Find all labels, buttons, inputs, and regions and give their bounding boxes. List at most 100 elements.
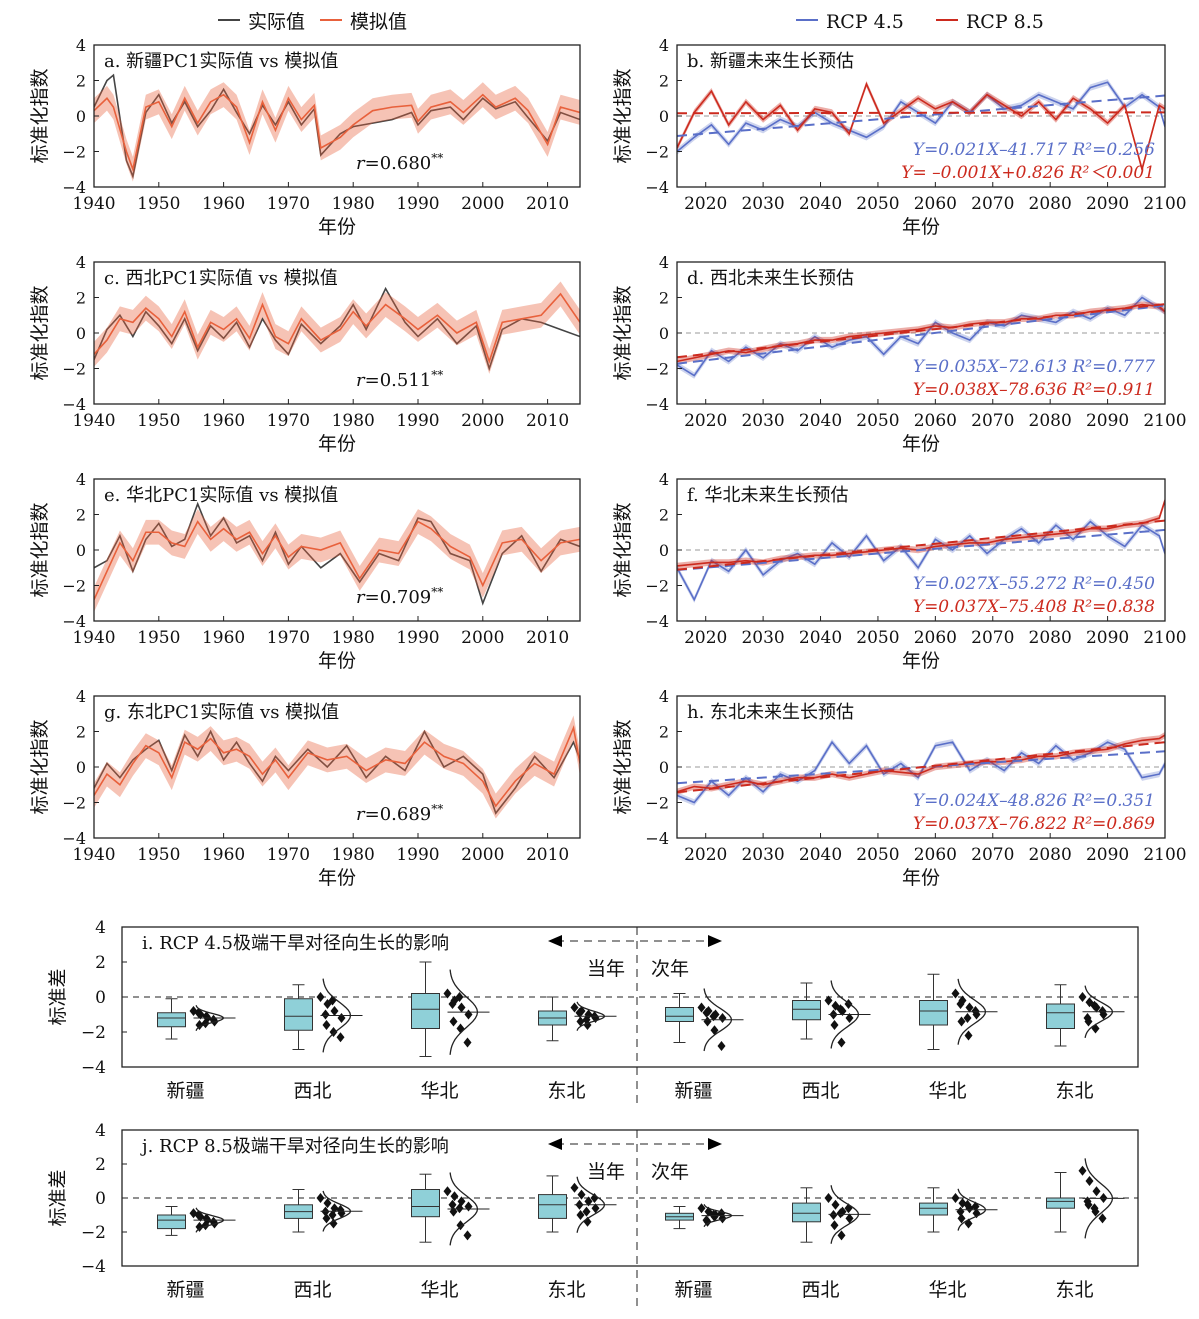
x-tick-label: 2050 [856, 194, 899, 214]
box-point [590, 1193, 599, 1203]
trend-line-0 [677, 304, 1165, 365]
x-tick-label: 2020 [684, 194, 727, 214]
y-tick-label: 0 [95, 1189, 106, 1209]
x-tick-label: 1990 [396, 194, 439, 214]
box-group-1 [284, 1189, 363, 1233]
box-point [718, 1013, 727, 1023]
x-axis-label: 年份 [902, 650, 940, 672]
y-tick-label: 0 [659, 324, 669, 343]
fit-equation-1: Y= –0.001X+0.826 R²＜0.001 [901, 163, 1155, 183]
panel-g: −4 −2 0 2 4 1940 1950 1960 1970 1980 1990 2000 2010 年… [29, 687, 581, 889]
x-tick-label: 2000 [461, 411, 504, 431]
trend-line-0 [677, 528, 1165, 572]
box-point [464, 1009, 473, 1020]
box-body [792, 1000, 821, 1021]
left-legend-label-0: 实际值 [248, 11, 305, 33]
x-tick-label: 2060 [914, 411, 957, 431]
box-body [919, 1000, 948, 1026]
x-tick-label: 2040 [799, 411, 842, 431]
y-tick-label: 2 [659, 723, 669, 742]
box-point [450, 1191, 459, 1202]
x-tick-label: 1950 [137, 628, 180, 648]
fit-equation-0: Y=0.024X–48.826 R²=0.351 [913, 791, 1155, 811]
x-axis-label: 年份 [902, 216, 940, 238]
box-group-2 [411, 1172, 490, 1246]
x-tick-label: 2010 [526, 194, 569, 214]
category-label-6: 华北 [928, 1080, 966, 1102]
box-point [463, 1037, 472, 1048]
panel-title: j. RCP 8.5极端干旱对径向生长的影响 [140, 1136, 449, 1157]
box-point [697, 1002, 706, 1013]
box-point [951, 988, 960, 999]
x-tick-label: 1980 [332, 411, 375, 431]
category-label-4: 新疆 [674, 1080, 712, 1102]
box-point [448, 1199, 457, 1210]
fit-equation-1: Y=0.037X–76.822 R²=0.869 [913, 814, 1155, 834]
box-group-1 [284, 978, 363, 1053]
x-tick-label: 2020 [684, 845, 727, 865]
box-point [202, 1011, 211, 1022]
category-label-3: 东北 [547, 1279, 585, 1301]
y-tick-label: 0 [76, 541, 86, 560]
x-axis-label: 年份 [902, 867, 940, 889]
box-point [956, 999, 965, 1009]
series-line-0 [94, 729, 580, 815]
box-point [824, 1193, 833, 1203]
band-1 [94, 82, 580, 182]
series-line-0 [94, 501, 580, 606]
box-point [575, 1007, 584, 1018]
y-tick-label: 0 [659, 758, 669, 777]
box-point [457, 1002, 466, 1013]
box-point [963, 1199, 972, 1210]
trend-line-1 [677, 111, 1165, 115]
y-tick-label: −2 [62, 360, 86, 379]
y-tick-label: −4 [645, 612, 669, 631]
box-group-4 [665, 1203, 744, 1230]
panel-title: d. 西北未来生长预估 [687, 268, 854, 289]
x-tick-label: 2030 [741, 194, 784, 214]
box-group-5 [792, 980, 871, 1049]
box-point [845, 1013, 854, 1023]
fit-equation-1: Y=0.037X–75.408 R²=0.838 [913, 597, 1155, 617]
series-line-0 [677, 520, 1165, 602]
box-group-4 [665, 988, 744, 1052]
x-tick-label: 2080 [1029, 845, 1072, 865]
fit-equation-1: Y=0.038X–78.636 R²=0.911 [913, 380, 1155, 400]
category-label-6: 华北 [928, 1279, 966, 1301]
y-tick-label: −2 [645, 577, 669, 596]
box-point [443, 988, 452, 999]
box-group-7 [1046, 984, 1125, 1047]
y-tick-label: −4 [62, 829, 86, 848]
period-current-label: 当年 [587, 1161, 625, 1183]
y-tick-label: −2 [645, 143, 669, 162]
y-tick-label: 2 [76, 289, 86, 308]
fit-equation-0: Y=0.027X–55.272 R²=0.450 [913, 574, 1155, 594]
x-tick-label: 2070 [971, 411, 1014, 431]
y-tick-label: −2 [62, 143, 86, 162]
box-group-5 [792, 1185, 871, 1244]
panel-title: b. 新疆未来生长预估 [687, 51, 854, 72]
panel-c: −4 −2 0 2 4 1940 1950 1960 1970 1980 1990 2000 2010 年… [29, 253, 581, 455]
y-tick-label: 4 [659, 687, 669, 706]
y-tick-label: −4 [62, 178, 86, 197]
box-point [584, 1196, 593, 1207]
fit-equation-0: Y=0.035X–72.613 R²=0.777 [913, 357, 1155, 377]
y-tick-label: 4 [659, 36, 669, 55]
plot-area [677, 79, 1165, 173]
y-tick-label: 4 [76, 470, 86, 489]
x-tick-label: 2100 [1143, 411, 1186, 431]
x-tick-label: 2000 [461, 194, 504, 214]
band-1 [94, 715, 580, 819]
x-tick-label: 2040 [799, 628, 842, 648]
x-tick-label: 1950 [137, 194, 180, 214]
correlation-annotation: r=0.709** [356, 585, 443, 608]
box-point [837, 1230, 846, 1241]
y-tick-label: −4 [81, 1257, 106, 1277]
box-point [836, 1004, 845, 1015]
box-point [1092, 1186, 1101, 1197]
y-tick-label: 2 [659, 72, 669, 91]
x-axis-label: 年份 [318, 216, 356, 238]
period-arrow-left-icon [548, 1138, 562, 1150]
